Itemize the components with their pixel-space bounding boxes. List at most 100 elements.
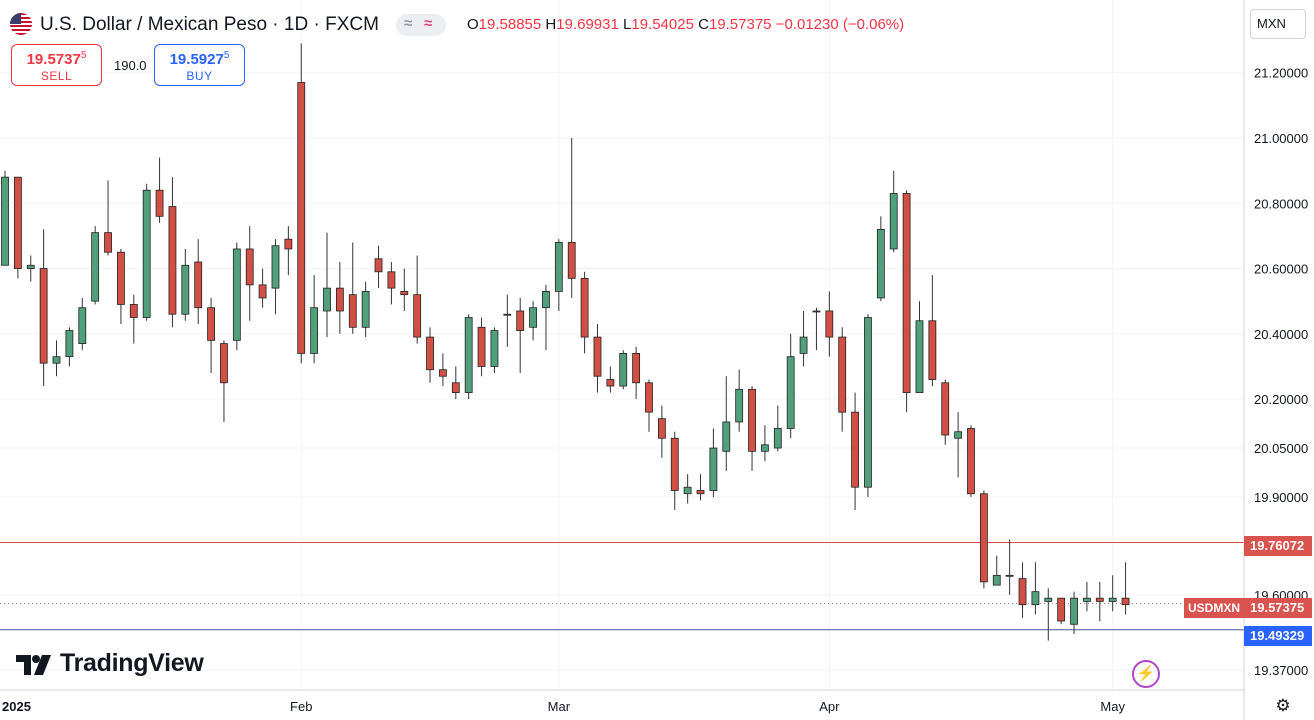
candle-down bbox=[1018, 578, 1027, 606]
candle-up bbox=[542, 290, 550, 309]
x-tick-label: Mar bbox=[548, 699, 571, 714]
sell-price: 19.5737 bbox=[26, 51, 81, 68]
y-tick-label: 19.90000 bbox=[1254, 490, 1308, 505]
x-tick-label: Apr bbox=[819, 699, 840, 714]
candle-down bbox=[902, 193, 911, 393]
wave-indicator-icon-active: ≈ bbox=[424, 15, 433, 32]
y-tick-label: 20.80000 bbox=[1254, 196, 1308, 211]
candle-up bbox=[78, 307, 87, 345]
gear-icon[interactable]: ⚙ bbox=[1275, 696, 1291, 715]
candle-up bbox=[181, 264, 190, 315]
buy-price-pip: 5 bbox=[223, 50, 230, 61]
candle-down bbox=[335, 287, 344, 312]
candle-up bbox=[1005, 574, 1014, 577]
tradingview-logo[interactable]: TradingView bbox=[16, 649, 204, 678]
ohlc-readout: O19.58855 H19.69931 L19.54025 C19.57375 … bbox=[467, 16, 905, 33]
buy-label: BUY bbox=[186, 69, 213, 83]
candle-up bbox=[619, 352, 628, 387]
candle-down bbox=[387, 271, 396, 289]
candle-down bbox=[439, 369, 447, 377]
tradingview-logo-text: TradingView bbox=[60, 649, 204, 677]
candle-down bbox=[477, 326, 486, 367]
candle-up bbox=[683, 486, 692, 495]
candle-up bbox=[232, 248, 241, 341]
candle-up bbox=[310, 307, 319, 354]
candle-up bbox=[954, 431, 963, 439]
candle-down bbox=[606, 379, 615, 387]
candle-up bbox=[503, 313, 512, 316]
candle-down bbox=[220, 343, 228, 384]
candle-up bbox=[52, 356, 61, 364]
lightning-icon[interactable]: ⚡ bbox=[1132, 660, 1160, 688]
y-tick-label: 20.60000 bbox=[1254, 262, 1308, 277]
candle-up bbox=[864, 317, 872, 488]
candle-down bbox=[941, 382, 950, 436]
candle-down bbox=[129, 304, 138, 318]
candle-down bbox=[1121, 597, 1130, 606]
currency-selector[interactable]: MXN bbox=[1250, 9, 1306, 39]
sell-button[interactable]: 19.57375 SELL bbox=[11, 44, 102, 86]
y-tick-label: 20.40000 bbox=[1254, 327, 1308, 342]
candle-down bbox=[645, 382, 653, 413]
y-tick-label: 20.20000 bbox=[1254, 392, 1308, 407]
candle-down bbox=[838, 336, 847, 413]
y-tick-label: 19.37000 bbox=[1254, 663, 1308, 678]
candle-down bbox=[593, 336, 602, 377]
candle-down bbox=[451, 382, 460, 393]
sell-price-pip: 5 bbox=[80, 50, 87, 61]
candle-down bbox=[297, 82, 306, 354]
symbol-title[interactable]: U.S. Dollar / Mexican Peso · 1D · FXCM bbox=[40, 14, 379, 35]
candle-up bbox=[761, 444, 769, 452]
buy-price: 19.5927 bbox=[169, 51, 224, 68]
spread-value: 190.0 bbox=[114, 58, 147, 73]
candle-up bbox=[464, 317, 473, 393]
candle-down bbox=[825, 310, 834, 338]
tradingview-logo-icon bbox=[16, 654, 51, 675]
candle-down bbox=[851, 411, 859, 488]
candle-down bbox=[413, 294, 422, 338]
indicator-toggle[interactable]: ≈ ≈ bbox=[396, 14, 446, 36]
candle-down bbox=[245, 248, 254, 286]
candle-up bbox=[1, 176, 9, 266]
candle-down bbox=[194, 261, 203, 309]
candle-up bbox=[1083, 597, 1091, 602]
candle-down bbox=[13, 176, 22, 269]
candle-down bbox=[748, 388, 756, 452]
candle-down bbox=[1057, 597, 1066, 622]
candle-up bbox=[992, 574, 1001, 586]
x-tick-label: May bbox=[1100, 699, 1125, 714]
candle-down bbox=[374, 258, 383, 273]
candle-down bbox=[426, 336, 434, 371]
buy-button[interactable]: 19.59275 BUY bbox=[154, 44, 245, 86]
candle-up bbox=[915, 320, 924, 393]
y-tick-label: 21.00000 bbox=[1254, 131, 1308, 146]
candle-down bbox=[516, 310, 525, 331]
candle-up bbox=[786, 356, 795, 429]
candle-up bbox=[773, 428, 782, 449]
symbol-price-tag: USDMXN bbox=[1184, 598, 1244, 618]
lower-line-price-tag: 19.49329 bbox=[1244, 626, 1312, 646]
candle-down bbox=[155, 189, 164, 217]
candle-up bbox=[1070, 597, 1078, 625]
candle-up bbox=[722, 421, 731, 452]
sell-label: SELL bbox=[40, 69, 73, 83]
candle-down bbox=[967, 428, 975, 495]
y-tick-label: 21.20000 bbox=[1254, 66, 1308, 81]
candle-down bbox=[1095, 597, 1104, 602]
y-tick-label: 20.05000 bbox=[1254, 441, 1308, 456]
candle-up bbox=[709, 447, 718, 491]
wave-indicator-icon: ≈ bbox=[404, 15, 413, 32]
candle-up bbox=[876, 228, 885, 299]
candle-down bbox=[979, 493, 988, 583]
candle-up bbox=[812, 310, 821, 313]
candle-up bbox=[271, 245, 280, 289]
us-flag-icon bbox=[10, 13, 32, 35]
upper-line-price-tag: 19.76072 bbox=[1244, 536, 1312, 556]
candle-down bbox=[348, 294, 357, 328]
candle-up bbox=[142, 189, 151, 318]
candle-up bbox=[735, 388, 744, 423]
candle-up bbox=[1108, 597, 1117, 602]
candle-up bbox=[26, 264, 35, 269]
candle-down bbox=[670, 437, 679, 491]
